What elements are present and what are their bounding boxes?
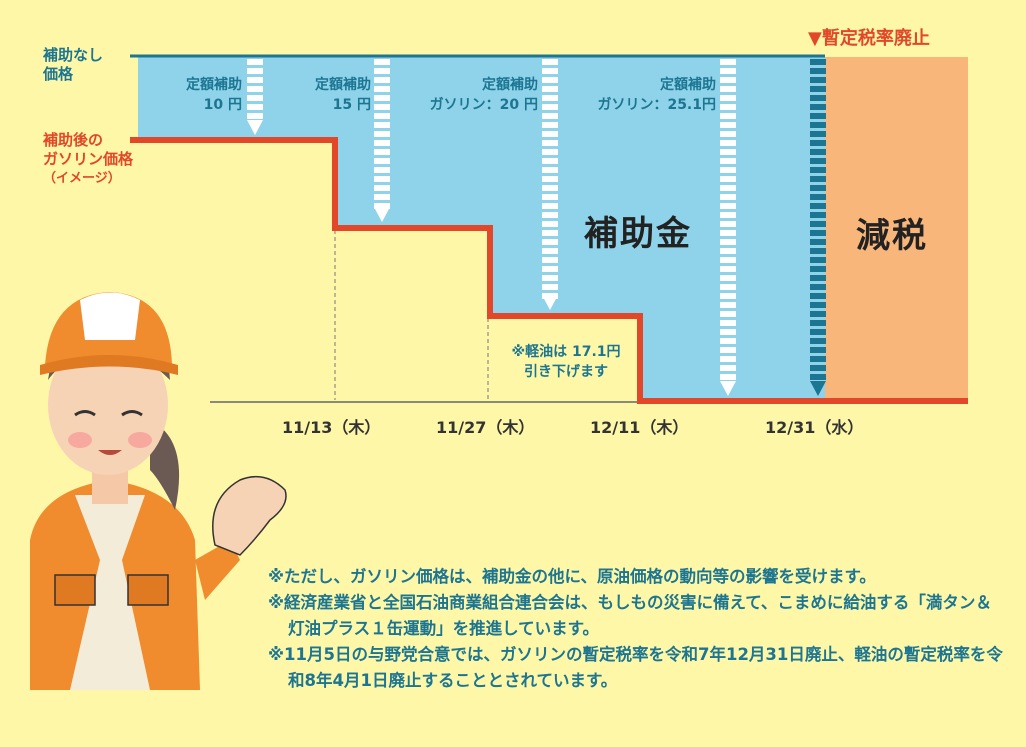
label-line: 補助後の: [43, 131, 104, 149]
unsubsidized-price-label: 補助なし 価格: [43, 46, 103, 84]
subsidy-label-3: 定額補助ガソリン：20 円: [430, 75, 538, 115]
abolition-label: ▼暫定税率廃止: [808, 28, 930, 49]
label-line: 補助なし: [43, 46, 104, 64]
subsidy-arrow: [542, 59, 558, 310]
diesel-note: ※軽油は 17.1円 引き下げます: [496, 342, 636, 382]
staff-illustration: [30, 292, 287, 690]
label-line: （イメージ）: [43, 171, 121, 186]
subsidy-amount: 10 円: [203, 97, 242, 113]
subsidy-title: 定額補助: [482, 77, 538, 93]
date-label: 12/11（木）: [590, 418, 689, 437]
note: ※11月5日の与野党合意では、ガソリンの暫定税率を令和7年12月31日廃止、軽油…: [268, 645, 1003, 690]
subsidy-title: 定額補助: [660, 77, 716, 93]
label-line: 価格: [43, 65, 74, 83]
subsidy-arrow: [374, 59, 390, 222]
subsidy-title: 定額補助: [186, 77, 242, 93]
note: ※ただし、ガソリン価格は、補助金の他に、原油価格の動向等の影響を受けます。: [268, 567, 876, 586]
subsidy-amount: ガソリン：25.1円: [597, 97, 716, 113]
subsidy-amount: 15 円: [332, 97, 371, 113]
label-line: ガソリン価格: [43, 150, 134, 168]
subsidy-arrow: [247, 59, 263, 135]
tax-cut-area-label: 減税: [856, 216, 928, 256]
subsidy-label-2: 定額補助 15 円: [315, 75, 371, 115]
subsidized-price-label: 補助後の ガソリン価格 （イメージ）: [43, 131, 133, 188]
date-label: 12/31（水）: [765, 418, 864, 437]
subsidy-label-4: 定額補助ガソリン：25.1円: [597, 75, 716, 115]
note: ※経済産業省と全国石油商業組合連合会は、もしもの災害に備えて、こまめに給油する「…: [268, 593, 992, 638]
note-line: ※軽油は 17.1円: [511, 344, 621, 360]
notes: ※ただし、ガソリン価格は、補助金の他に、原油価格の動向等の影響を受けます。 ※経…: [268, 564, 1008, 694]
subsidy-amount: ガソリン：20 円: [429, 97, 538, 113]
subsidy-area-label: 補助金: [584, 214, 692, 254]
subsidy-label-1: 定額補助 10 円: [186, 75, 242, 115]
note-line: 引き下げます: [524, 364, 608, 380]
date-label: 11/13（木）: [282, 418, 381, 437]
date-label: 11/27（木）: [436, 418, 535, 437]
subsidized-price-line: [130, 137, 968, 404]
subsidy-area: [138, 57, 825, 400]
tax-cut-area: [825, 57, 968, 400]
subsidy-arrow: [810, 59, 826, 396]
subsidy-title: 定額補助: [315, 77, 371, 93]
subsidy-arrow: [720, 59, 736, 396]
